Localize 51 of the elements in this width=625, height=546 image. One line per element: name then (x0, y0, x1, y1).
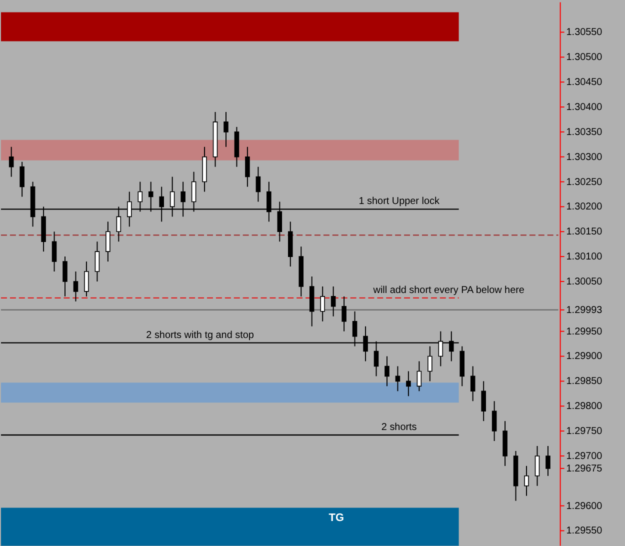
candlestick (320, 286, 325, 322)
ref-line-label: 2 shorts with tg and stop (146, 330, 254, 341)
ref-line-label: will add short every PA below here (372, 284, 525, 296)
candlestick (492, 400, 497, 442)
y-tick-label: 1.29600 (566, 500, 603, 512)
ref-line-label: 1 short Upper lock (358, 196, 440, 208)
candlestick (428, 346, 432, 382)
candlestick (245, 146, 250, 188)
y-tick-label: 1.29850 (566, 376, 603, 388)
ref-line-label: 2 shorts (381, 422, 417, 434)
y-tick-label: 1.29900 (566, 351, 603, 362)
candlestick (342, 296, 346, 332)
candlestick (94, 241, 100, 282)
candlestick (416, 360, 422, 392)
candlestick (62, 256, 68, 297)
y-tick-label: 1.29800 (566, 401, 603, 412)
y-tick-label: 1.30350 (566, 126, 603, 138)
candlestick (384, 356, 390, 387)
y-tick-label: 1.30250 (566, 176, 603, 188)
y-tick-label: 1.29675 (566, 463, 603, 474)
candlestick (524, 465, 529, 496)
candlestick (470, 366, 476, 402)
candlestick (84, 261, 89, 297)
y-tick-label: 1.30150 (566, 226, 603, 238)
candlestick (8, 146, 14, 178)
candlestick (73, 271, 78, 302)
y-tick-label: 1.29550 (566, 526, 603, 537)
candlestick (20, 161, 24, 198)
y-tick-label: 1.30400 (566, 102, 603, 113)
candlestick (106, 221, 110, 262)
y-tick-label: 1.30500 (566, 52, 603, 64)
candlestick (395, 366, 400, 392)
y-tick-label: 1.29993 (566, 304, 603, 316)
y-tick-label: 1.29700 (566, 450, 603, 462)
candlestick (534, 445, 540, 486)
candlestick (52, 231, 57, 272)
y-tick-label: 1.29750 (566, 426, 603, 438)
candlestick (224, 111, 228, 148)
y-tick-label: 1.30200 (566, 202, 603, 213)
y-tick-label: 1.29950 (566, 326, 603, 338)
candlestick (481, 380, 486, 422)
annotation: TG (328, 512, 344, 524)
candlestick (546, 445, 550, 476)
candlestick (406, 370, 411, 397)
y-tick-label: 1.30300 (566, 152, 603, 163)
y-tick-label: 1.30100 (566, 252, 603, 263)
y-tick-label: 1.30450 (566, 77, 603, 88)
candlestick (256, 166, 261, 202)
candlestick (330, 286, 336, 317)
y-tick-label: 1.30050 (566, 276, 603, 288)
y-tick-label: 1.30550 (566, 27, 603, 38)
